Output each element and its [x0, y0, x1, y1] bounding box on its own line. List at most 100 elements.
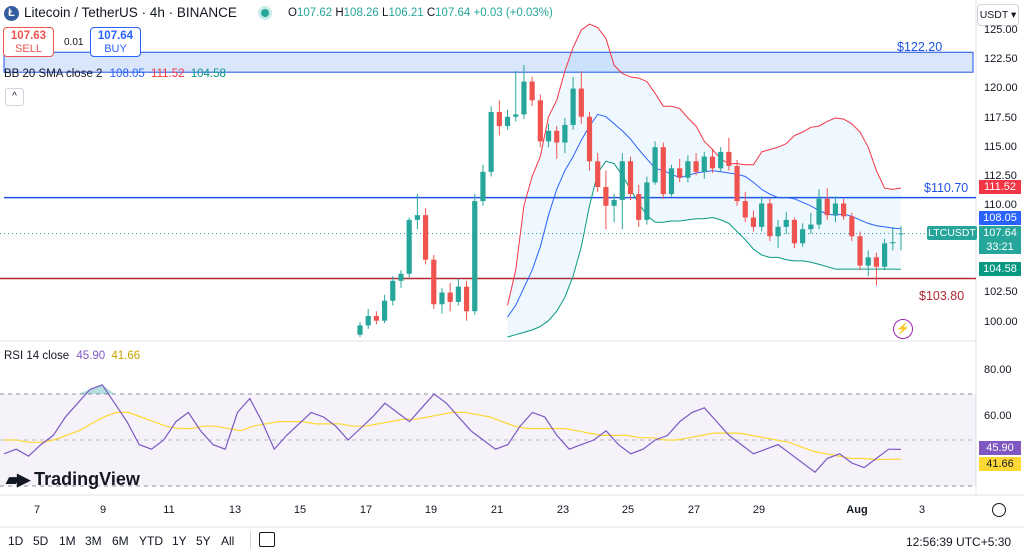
time-tick: 3: [918, 504, 926, 516]
candle-body: [570, 88, 576, 125]
bb-legend[interactable]: BB 20 SMA close 2 108.05 111.52 104.58: [4, 68, 226, 80]
last-price: 107.64: [983, 227, 1017, 239]
candle-body: [677, 168, 683, 178]
timeframe-1y[interactable]: 1Y: [172, 534, 187, 548]
candle-body: [857, 236, 863, 266]
timeframe-6m[interactable]: 6M: [112, 534, 129, 548]
candle-body: [767, 203, 773, 237]
change-value: +0.03 (+0.03%): [473, 7, 553, 19]
bb-lower-value: 104.58: [190, 68, 226, 80]
rsi-ma-badge: 41.66: [979, 457, 1021, 471]
candle-body: [472, 201, 478, 312]
candle-body: [701, 156, 707, 172]
resistance-label: $110.70: [924, 181, 969, 195]
candle-body: [791, 219, 798, 244]
lightning-icon[interactable]: ⚡: [893, 319, 913, 339]
candle-body: [545, 130, 552, 142]
candle-body: [800, 229, 806, 244]
price-tick: 122.50: [984, 53, 1018, 65]
candle-body: [488, 112, 494, 172]
bb-upper-line: [507, 23, 902, 306]
candle-body: [504, 116, 511, 127]
candle-body: [480, 171, 486, 202]
candle-body: [882, 243, 888, 267]
clock-timezone[interactable]: 12:56:39 UTC+5:30: [906, 535, 1012, 549]
symbol-title[interactable]: Litecoin / TetherUS · 4h · BINANCE: [24, 5, 237, 20]
candle-body: [603, 187, 609, 206]
candle-body: [357, 325, 363, 335]
time-tick: 17: [359, 504, 373, 516]
rsi-tick: 80.00: [984, 364, 1012, 376]
toolbar-divider: [250, 531, 251, 549]
date-range-calendar-icon[interactable]: [259, 532, 275, 547]
candle-body: [513, 114, 519, 117]
tradingview-logo[interactable]: ▰▶ TradingView: [6, 469, 140, 490]
candle-body: [406, 219, 412, 274]
resistance-zone-box: [3, 51, 974, 73]
candle-body: [381, 300, 388, 321]
time-tick: 23: [556, 504, 570, 516]
rsi-ma-line: [4, 411, 902, 461]
price-tick: 112.50: [984, 170, 1017, 182]
bb-basis-value: 108.05: [109, 68, 145, 80]
candle-body: [365, 315, 371, 326]
close-key: C: [426, 7, 436, 19]
rsi-legend[interactable]: RSI 14 close 45.90 41.66: [4, 350, 140, 362]
timeframe-5y[interactable]: 5Y: [196, 534, 211, 548]
time-tick: 9: [99, 504, 107, 516]
time-tick: 11: [163, 504, 175, 516]
candle-body: [373, 315, 379, 321]
settings-gear-icon[interactable]: [992, 503, 1006, 517]
bar-countdown: 33:21: [986, 241, 1014, 253]
bb-lower-badge: 104.58: [979, 262, 1021, 276]
candle-body: [463, 286, 470, 312]
bb-basis-badge: 108.05: [979, 211, 1021, 225]
currency-select-button[interactable]: USDT ▾: [977, 4, 1019, 26]
symbol-price-label: LTCUSDT: [927, 226, 977, 240]
candle-body: [849, 216, 855, 237]
candle-body: [693, 161, 699, 172]
brand-name: TradingView: [34, 469, 140, 489]
rsi-overbought-fill: [77, 384, 115, 394]
rsi-name: RSI 14 close: [4, 350, 70, 362]
rsi-tick: 60.00: [984, 410, 1012, 422]
candle-body: [636, 194, 642, 220]
buy-price: 107.64: [97, 30, 134, 42]
candle-body: [627, 161, 634, 195]
tv-logo-icon: ▰▶: [6, 470, 30, 489]
price-tick: 102.50: [984, 286, 1018, 298]
candle-body: [611, 199, 617, 206]
buy-label: BUY: [104, 43, 127, 55]
collapse-indicators-icon[interactable]: ^: [5, 88, 24, 106]
price-tick: 120.00: [984, 82, 1018, 94]
time-tick: 15: [293, 504, 307, 516]
buy-button[interactable]: 107.64 BUY: [90, 27, 141, 57]
candle-body: [865, 257, 871, 266]
timeframe-1d[interactable]: 1D: [8, 534, 24, 548]
time-tick: Aug: [846, 504, 868, 516]
sell-price: 107.63: [10, 30, 47, 42]
candle-body: [455, 286, 461, 302]
candle-body: [783, 219, 789, 227]
price-tick: 117.50: [984, 112, 1017, 124]
litecoin-logo-icon: Ł: [4, 6, 19, 21]
candle-body: [496, 112, 502, 127]
candle-body: [554, 130, 560, 143]
low-value: 106.21: [388, 7, 424, 19]
timeframe-all[interactable]: All: [221, 534, 235, 548]
timeframe-1m[interactable]: 1M: [59, 534, 76, 548]
bb-upper-value: 111.52: [151, 68, 185, 80]
bb-upper-badge: 111.52: [979, 180, 1021, 194]
candle-body: [726, 151, 732, 166]
timeframe-3m[interactable]: 3M: [85, 534, 102, 548]
timeframe-ytd[interactable]: YTD: [139, 534, 163, 548]
candle-body: [431, 259, 437, 305]
candle-body: [422, 215, 429, 260]
timeframe-5d[interactable]: 5D: [33, 534, 49, 548]
support-label: $103.80: [919, 289, 965, 303]
sell-button[interactable]: 107.63 SELL: [3, 27, 54, 57]
candle-body: [529, 81, 535, 101]
candle-body: [718, 151, 724, 169]
sell-label: SELL: [15, 43, 42, 55]
